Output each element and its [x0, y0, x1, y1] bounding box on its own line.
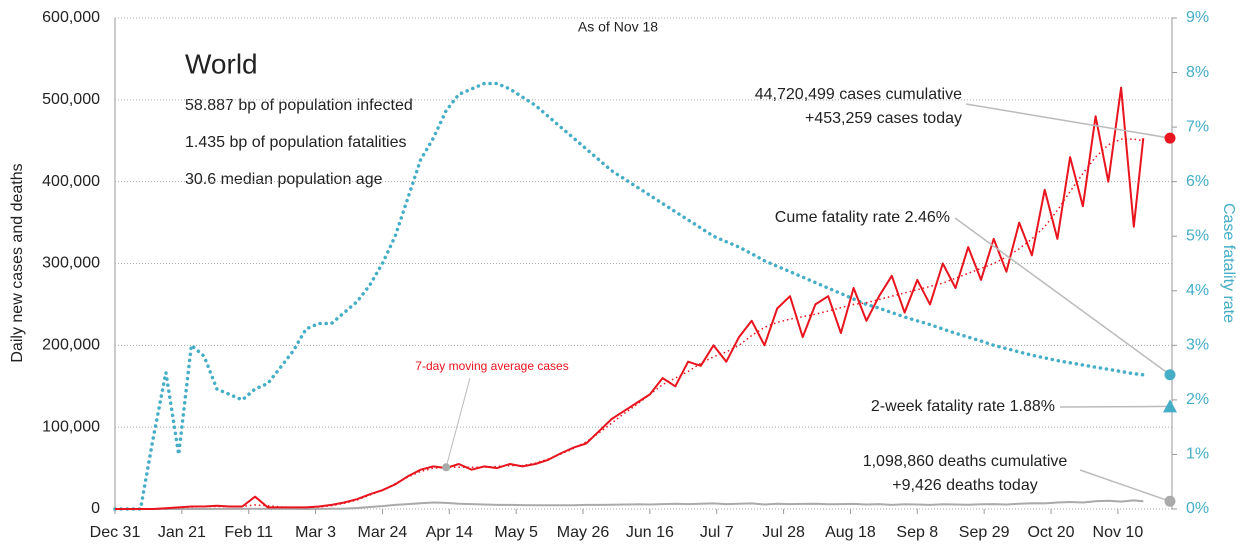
info-line: 1.435 bp of population fatalities	[185, 134, 407, 151]
y-tick-label: 400,000	[42, 173, 100, 190]
series-label: 7-day moving average cases	[415, 359, 568, 373]
marker	[1163, 399, 1177, 413]
x-tick-label: Sep 8	[896, 524, 938, 541]
annotation-line	[965, 103, 1171, 139]
y2-tick-label: 3%	[1186, 337, 1209, 354]
y2-tick-label: 5%	[1186, 227, 1209, 244]
y2-tick-label: 9%	[1186, 9, 1209, 26]
series-line	[113, 81, 1146, 511]
info-line: 58.887 bp of population infected	[185, 97, 413, 114]
y-tick-label: 100,000	[42, 418, 100, 435]
x-tick-label: Mar 24	[358, 524, 408, 541]
y2-tick-label: 6%	[1186, 173, 1209, 190]
annotation-text: +9,426 deaths today	[892, 477, 1037, 494]
y-axis-label: Daily new cases and deaths	[9, 163, 26, 362]
x-tick-label: Jan 21	[158, 524, 206, 541]
marker	[1164, 369, 1176, 381]
y2-tick-label: 8%	[1186, 64, 1209, 81]
series-line	[115, 138, 1144, 510]
series-line	[115, 499, 1144, 510]
x-tick-label: Mar 3	[295, 524, 336, 541]
info-line: 30.6 median population age	[185, 171, 383, 188]
annotation-line	[1059, 405, 1171, 408]
x-tick-label: May 5	[494, 524, 538, 541]
x-tick-label: May 26	[557, 524, 610, 541]
y-tick-label: 600,000	[42, 9, 100, 26]
x-tick-label: Dec 31	[90, 524, 141, 541]
y2-tick-label: 0%	[1186, 500, 1209, 517]
marker	[1164, 132, 1176, 144]
y-tick-label: 500,000	[42, 91, 100, 108]
x-tick-label: Jun 16	[626, 524, 674, 541]
y2-tick-label: 7%	[1186, 118, 1209, 135]
annotation-text: 2-week fatality rate 1.88%	[871, 398, 1055, 415]
y-tick-label: 200,000	[42, 337, 100, 354]
series-point	[442, 463, 451, 472]
annotation-line	[954, 217, 1171, 376]
y-tick-label: 300,000	[42, 255, 100, 272]
subtitle: As of Nov 18	[578, 19, 658, 35]
annotation-text: +453,259 cases today	[805, 110, 962, 127]
info-title: World	[185, 48, 258, 79]
annotation-text: 44,720,499 cases cumulative	[755, 86, 962, 103]
x-tick-label: Nov 10	[1093, 524, 1144, 541]
annotation-line	[1079, 469, 1171, 502]
y2-axis-label: Case fatality rate	[1220, 203, 1237, 323]
y2-tick-label: 1%	[1186, 446, 1209, 463]
y-tick-label: 0	[91, 500, 100, 517]
leader-line	[445, 377, 471, 468]
annotation-text: 1,098,860 deaths cumulative	[863, 453, 1068, 470]
y2-tick-label: 4%	[1186, 282, 1209, 299]
x-tick-label: Jul 7	[700, 524, 734, 541]
x-tick-label: Apr 14	[426, 524, 473, 541]
x-tick-label: Sep 29	[959, 524, 1010, 541]
x-tick-label: Jul 28	[762, 524, 805, 541]
x-tick-label: Oct 20	[1027, 524, 1074, 541]
x-tick-label: Feb 11	[224, 524, 273, 541]
x-tick-label: Aug 18	[825, 524, 876, 541]
y2-tick-label: 2%	[1186, 391, 1209, 408]
marker	[1164, 495, 1176, 507]
annotation-text: Cume fatality rate 2.46%	[775, 209, 950, 226]
